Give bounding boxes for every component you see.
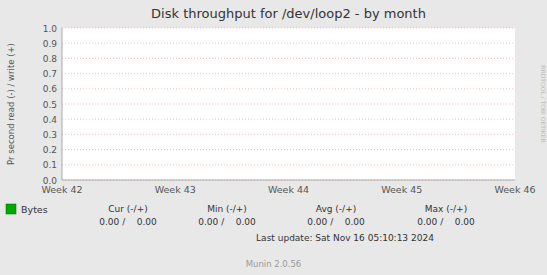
legend-swatch [6,204,16,214]
title: Disk throughput for /dev/loop2 - by mont… [151,6,426,21]
x-tick-label: Week 46 [494,184,535,195]
x-tick-label: Week 45 [381,184,422,195]
footer-header: Min (-/+) [207,204,247,214]
y-tick-label: 0.6 [43,84,58,94]
footer-value: 0.00 / 0.00 [417,217,475,227]
y-tick-label: 0.1 [43,160,57,170]
chart: Disk throughput for /dev/loop2 - by mont… [0,0,547,275]
grid-line [62,164,515,165]
y-axis-label: Pr second read (-) / write (+) [6,43,16,165]
grid-line [62,149,515,150]
x-tick-label: Week 44 [268,184,309,195]
grid-line [62,104,515,105]
footer-header: Avg (-/+) [316,204,356,214]
grid-line [62,58,515,59]
grid-line [62,119,515,120]
y-tick-label: 1.0 [43,24,58,34]
plot-area [62,28,515,180]
y-tick-label: 0.4 [43,115,58,125]
y-tick-label: 0.3 [43,130,57,140]
footer-value: 0.00 / 0.00 [99,217,157,227]
legend-label: Bytes [21,204,48,215]
grid-line [62,28,515,29]
y-tick-label: 0.9 [43,39,58,49]
grid-line [62,73,515,74]
footer-value: 0.00 / 0.00 [198,217,256,227]
x-tick-label: Week 42 [41,184,82,195]
footer-header: Max (-/+) [425,204,467,214]
watermark: RRDTOOL / TOBI OETIKER [540,65,547,142]
y-tick-label: 0.5 [43,100,57,110]
grid-line [62,134,515,135]
x-tick-label: Week 43 [155,184,196,195]
version: Munin 2.0.56 [246,259,302,269]
y-tick-label: 0.8 [43,54,58,64]
grid-line [62,43,515,44]
y-axis [62,28,63,180]
y-tick-label: 0.2 [43,145,57,155]
grid-line [62,180,515,181]
footer-value: 0.00 / 0.00 [307,217,365,227]
x-axis [62,180,515,181]
last-update: Last update: Sat Nov 16 05:10:13 2024 [256,233,434,243]
y-tick-label: 0.7 [43,69,57,79]
grid-line [62,88,515,89]
footer-header: Cur (-/+) [108,204,147,214]
